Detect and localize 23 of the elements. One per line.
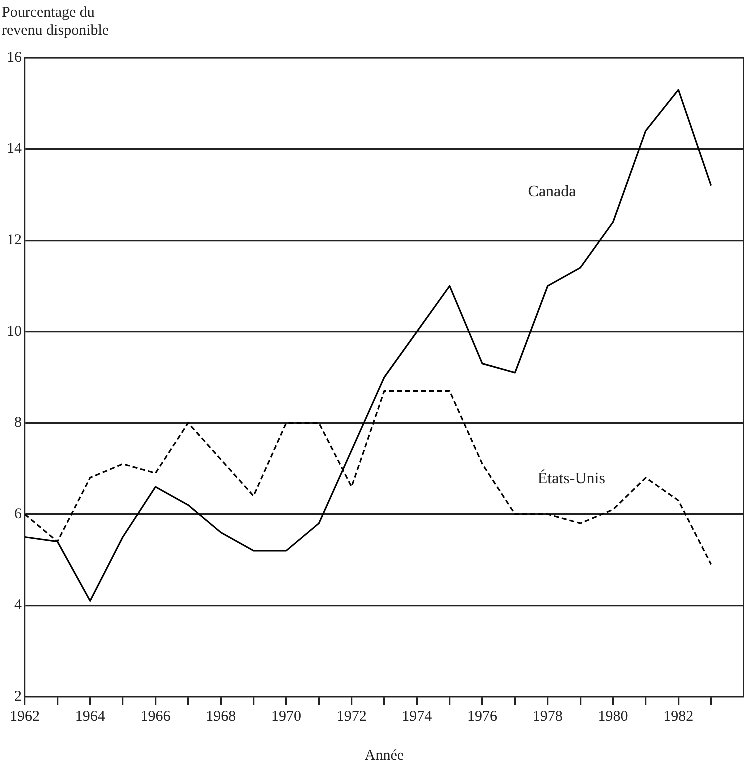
x-tick-label: 1980 <box>598 708 628 725</box>
text: Canada <box>528 184 576 201</box>
x-tick-label: 1976 <box>468 708 498 725</box>
x-tick-label: 1962 <box>10 708 40 725</box>
x-tick-label: 1982 <box>664 708 694 725</box>
y-tick-label: 8 <box>14 415 22 432</box>
x-tick-label: 1978 <box>532 708 563 725</box>
x-tick-label: 1974 <box>402 708 433 725</box>
x-axis-title: Année <box>364 748 404 764</box>
x-tick-label: 1970 <box>271 708 302 725</box>
x-tick-label: 1968 <box>206 708 236 725</box>
y-tick-label: 14 <box>7 141 22 158</box>
y-tick-label: 10 <box>7 324 22 340</box>
y-axis-title: Pourcentage du revenu disponible <box>2 4 110 40</box>
y-tick-label: 16 <box>7 50 22 66</box>
series-label: États-Unis <box>538 470 606 488</box>
x-tick-label: 1972 <box>336 708 367 725</box>
y-tick-label: 4 <box>14 598 22 614</box>
x-tick-label: 1964 <box>75 708 106 725</box>
y-tick-label: 2 <box>14 688 22 705</box>
y-tick-label: 12 <box>7 232 22 249</box>
y-tick-label: 6 <box>14 506 22 522</box>
x-tick-label: 1966 <box>140 708 172 725</box>
